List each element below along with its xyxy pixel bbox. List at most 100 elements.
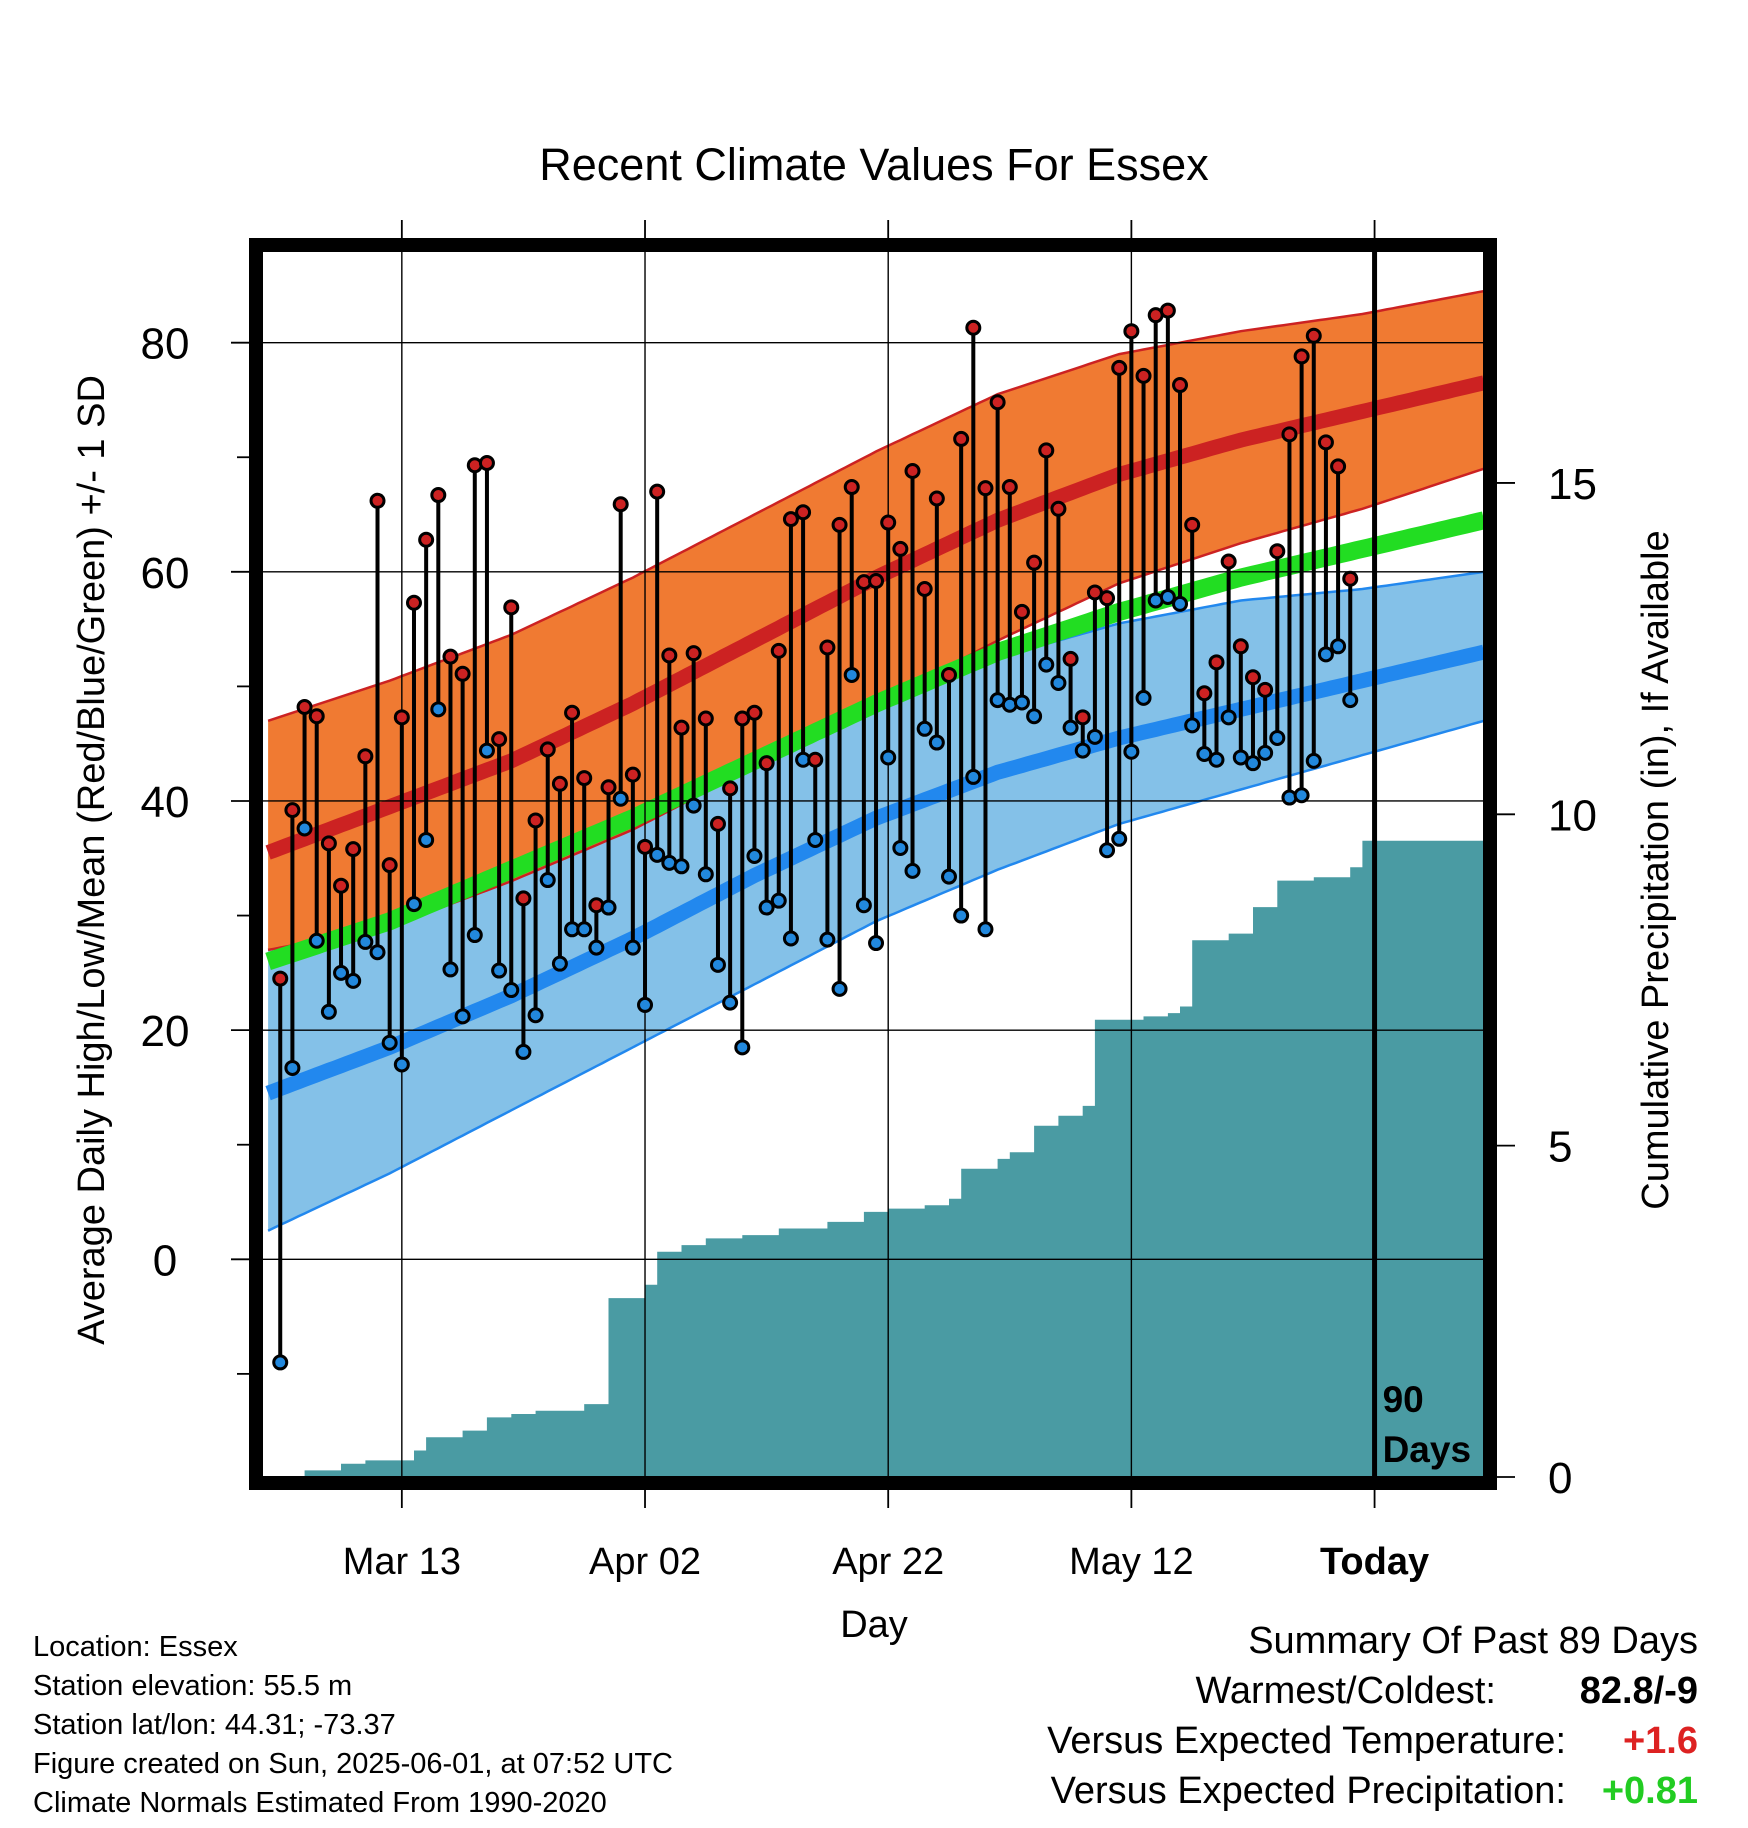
low-point <box>1172 595 1189 612</box>
high-point <box>1026 554 1043 571</box>
high-point <box>1257 681 1274 698</box>
low-point <box>1159 589 1176 606</box>
high-point <box>1099 590 1116 607</box>
low-point <box>551 955 568 972</box>
high-point <box>1050 500 1067 517</box>
low-point <box>1305 752 1322 769</box>
high-point <box>1062 650 1079 667</box>
high-point <box>746 704 763 721</box>
high-point <box>527 812 544 829</box>
high-point <box>515 890 532 907</box>
high-point <box>418 531 435 548</box>
high-point <box>296 699 313 716</box>
info-latlon: Station lat/lon: 44.31; -73.37 <box>33 1709 396 1741</box>
low-point <box>1074 742 1091 759</box>
low-point <box>405 896 422 913</box>
high-point <box>405 594 422 611</box>
high-point <box>843 479 860 496</box>
temp-versus-label: Versus Expected Temperature: <box>1047 1720 1566 1762</box>
precipitation-area <box>268 840 1484 1477</box>
low-point <box>673 858 690 875</box>
low-point <box>1342 692 1359 709</box>
high-point <box>612 496 629 513</box>
low-point <box>1317 646 1334 663</box>
y2-axis-label: Cumulative Precipitation (in), If Availa… <box>1635 530 1677 1209</box>
low-point <box>1232 749 1249 766</box>
low-point <box>722 994 739 1011</box>
high-point <box>478 454 495 471</box>
high-point <box>1123 323 1140 340</box>
info-normals: Climate Normals Estimated From 1990-2020 <box>33 1787 607 1819</box>
low-point <box>904 862 921 879</box>
low-point <box>1257 744 1274 761</box>
plot-area: 90 Days <box>262 251 1484 1477</box>
y-tick-label: 60 <box>141 549 190 598</box>
low-point <box>928 734 945 751</box>
high-point <box>734 710 751 727</box>
high-point <box>430 487 447 504</box>
low-point <box>308 932 325 949</box>
low-point <box>539 872 556 889</box>
low-point <box>1099 842 1116 859</box>
high-point <box>1172 377 1189 394</box>
x-axis-label: Day <box>840 1604 908 1646</box>
high-point <box>880 514 897 531</box>
low-point <box>831 980 848 997</box>
high-point <box>284 802 301 819</box>
low-point <box>1038 656 1055 673</box>
low-point <box>1184 717 1201 734</box>
low-point <box>466 927 483 944</box>
low-point <box>296 820 313 837</box>
high-point <box>564 704 581 721</box>
high-point <box>1305 327 1322 344</box>
high-point <box>1330 458 1347 475</box>
low-point <box>1123 743 1140 760</box>
low-point <box>454 1008 471 1025</box>
high-point <box>807 751 824 768</box>
plot-frame <box>249 238 1497 1490</box>
y-tick-label: 40 <box>141 778 190 827</box>
high-point <box>904 462 921 479</box>
low-point <box>1293 787 1310 804</box>
high-point <box>1111 359 1128 376</box>
low-point <box>746 847 763 864</box>
today-marker-label-days-count: 90 <box>1383 1379 1424 1420</box>
high-point <box>709 815 726 832</box>
high-point <box>1244 669 1261 686</box>
summary-title: Summary Of Past 89 Days <box>1248 1620 1698 1662</box>
high-point <box>345 841 362 858</box>
low-point <box>1220 709 1237 726</box>
y2-tick-label: 5 <box>1548 1123 1572 1172</box>
low-point <box>442 961 459 978</box>
low-point <box>1135 689 1152 706</box>
high-point <box>320 835 337 852</box>
low-point <box>345 972 362 989</box>
low-point <box>624 939 641 956</box>
high-point <box>1342 570 1359 587</box>
low-point <box>576 921 593 938</box>
info-created: Figure created on Sun, 2025-06-01, at 07… <box>33 1748 673 1780</box>
high-point <box>381 857 398 874</box>
high-point <box>1074 709 1091 726</box>
low-point <box>527 1007 544 1024</box>
low-point <box>369 944 386 961</box>
low-point <box>649 846 666 863</box>
low-point <box>1269 729 1286 746</box>
y-axis-label: Average Daily High/Low/Mean (Red/Blue/Gr… <box>71 375 113 1345</box>
temp-versus-value: +1.6 <box>1622 1720 1698 1762</box>
high-point <box>892 540 909 557</box>
low-point <box>697 866 714 883</box>
info-location: Location: Essex <box>33 1631 238 1663</box>
high-point <box>1196 685 1213 702</box>
high-point <box>503 599 520 616</box>
low-point <box>1111 830 1128 847</box>
low-point <box>953 907 970 924</box>
low-point <box>758 899 775 916</box>
high-point <box>685 645 702 662</box>
high-point <box>393 709 410 726</box>
high-point <box>795 504 812 521</box>
high-point <box>551 775 568 792</box>
high-point <box>308 708 325 725</box>
low-point <box>272 1354 289 1371</box>
low-point <box>819 931 836 948</box>
